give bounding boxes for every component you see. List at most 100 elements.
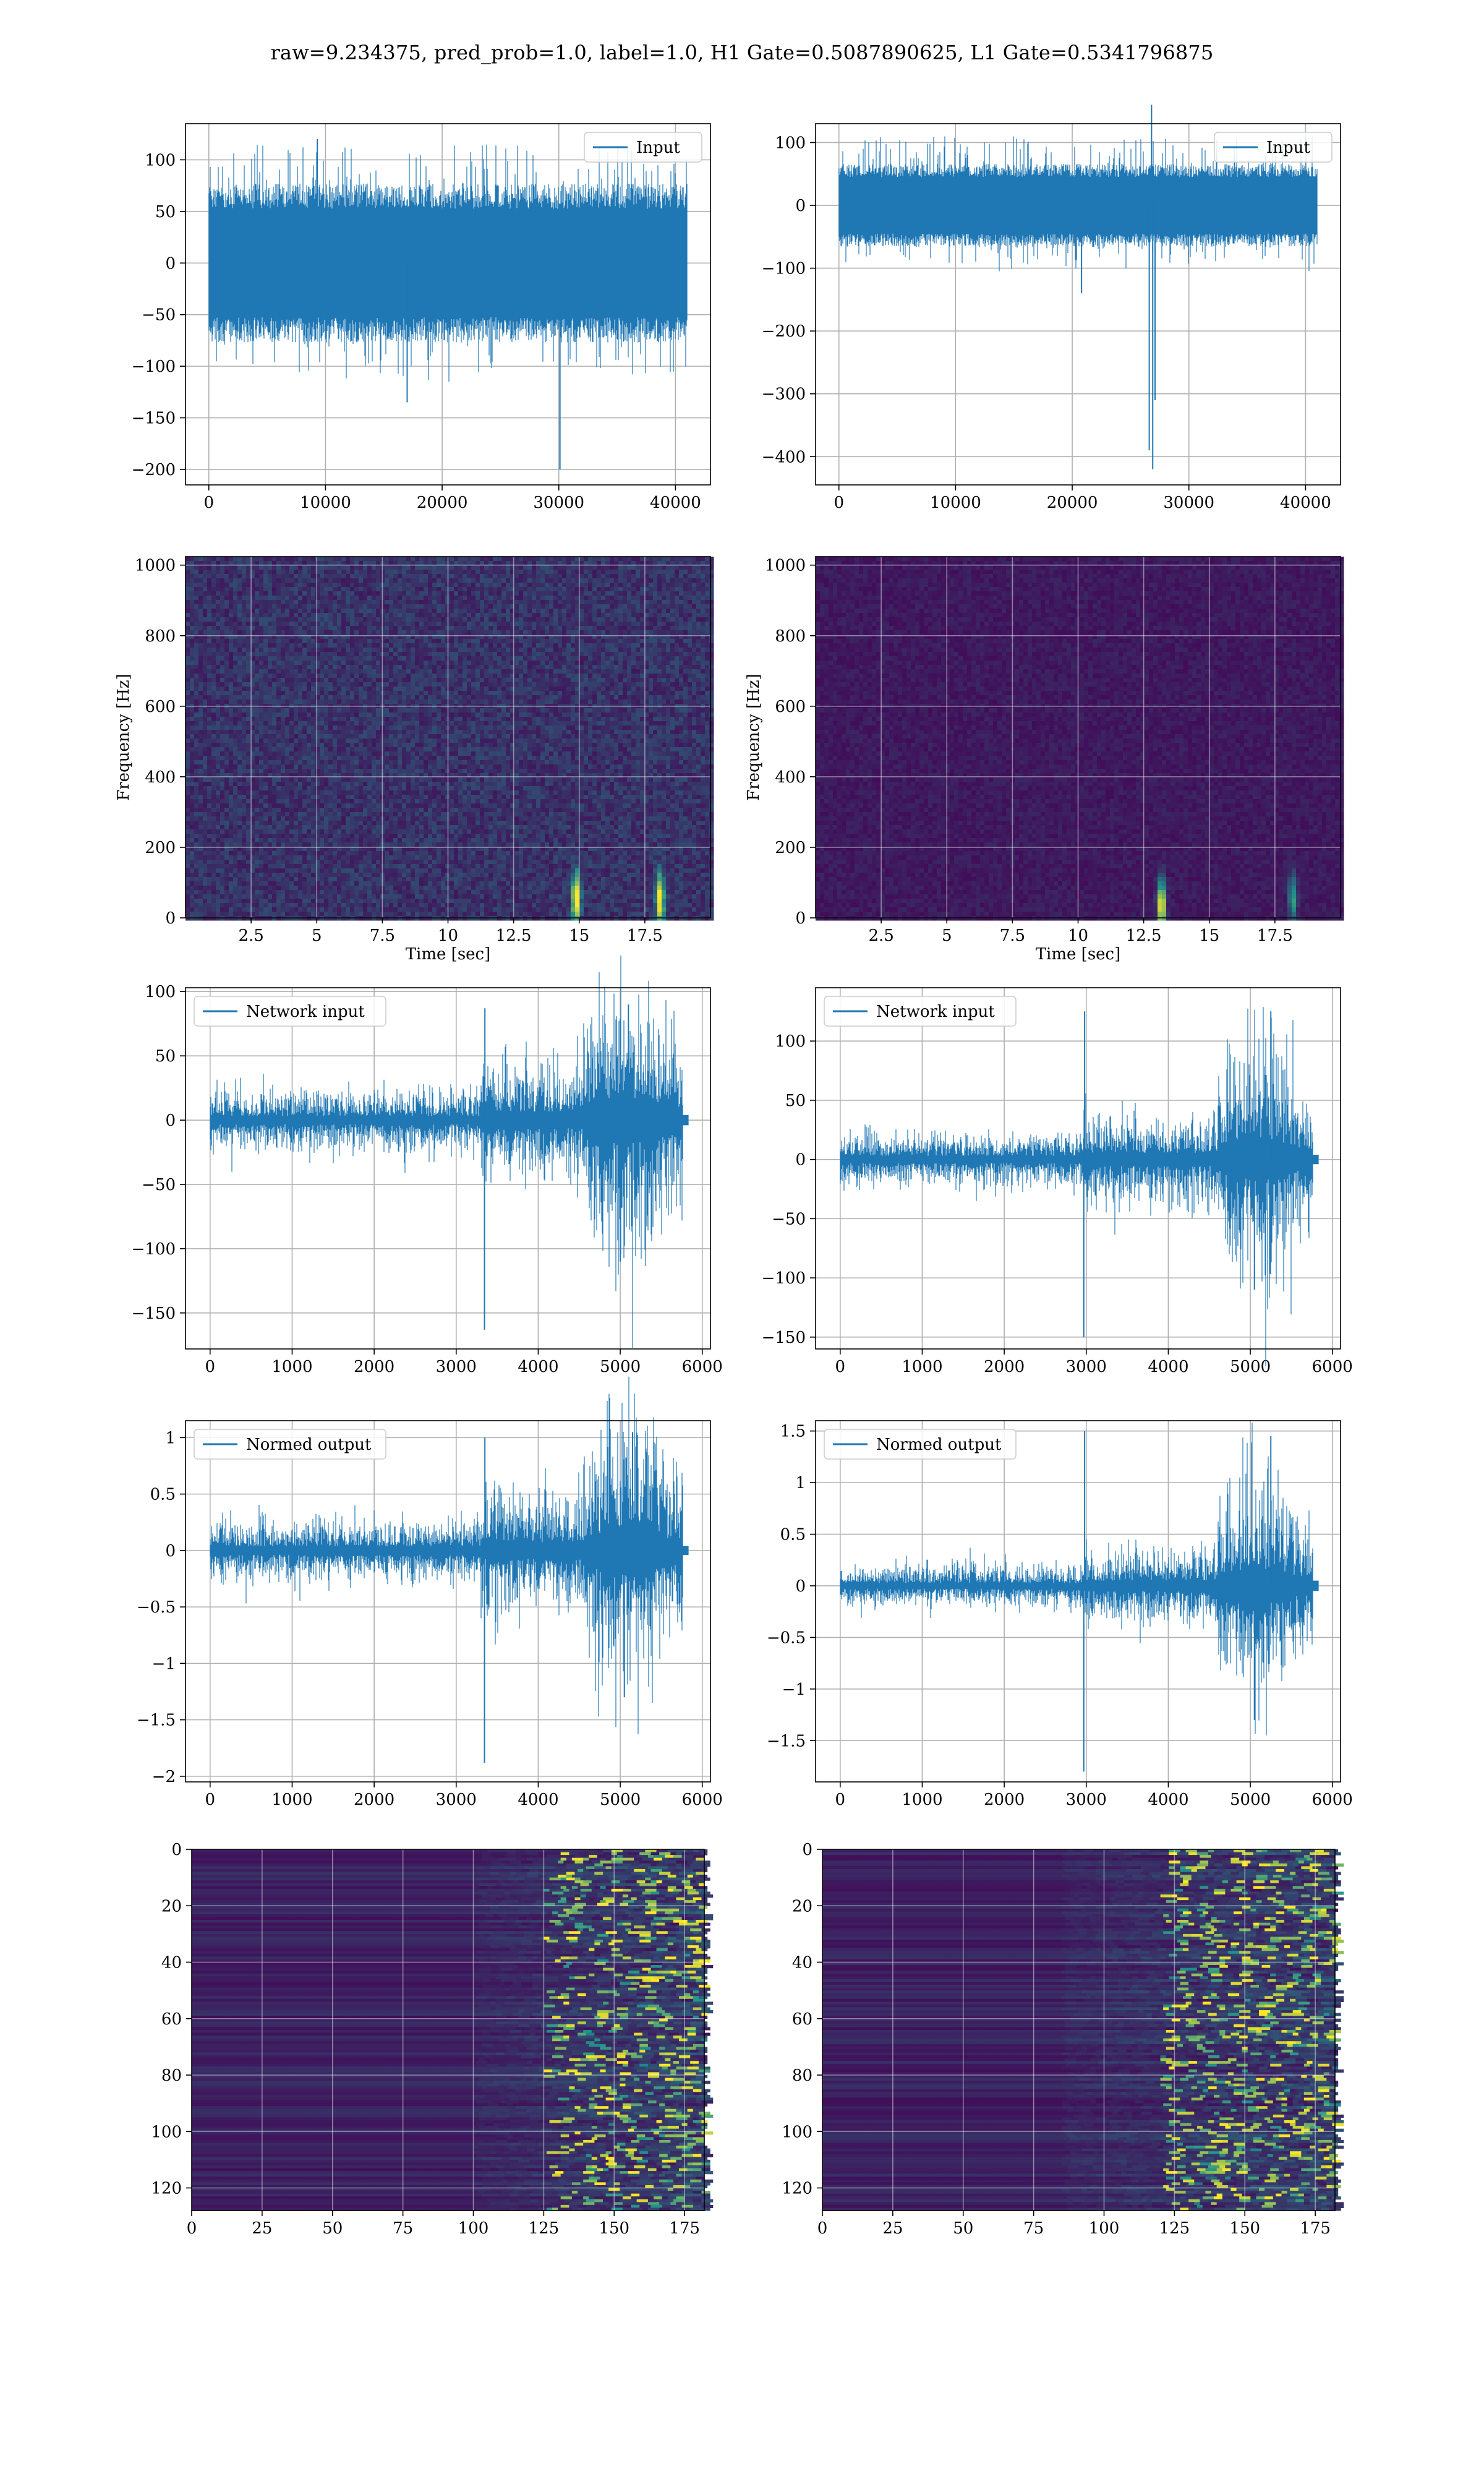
- x-tick-label: 5: [942, 927, 952, 945]
- x-tick-label: 30000: [1163, 494, 1214, 512]
- x-tick-label: 125: [529, 2219, 560, 2238]
- x-tick-label: 3000: [1066, 1358, 1107, 1376]
- x-tick-label: 6000: [1312, 1791, 1353, 1809]
- y-tick-label: −200: [132, 461, 176, 479]
- x-tick-label: 0: [203, 494, 214, 512]
- y-tick-label: −50: [772, 1210, 806, 1228]
- y-tick-label: −100: [132, 1240, 176, 1259]
- y-tick-label: 1000: [765, 557, 806, 575]
- x-tick-label: 10: [438, 927, 458, 945]
- x-axis-label: Time [sec]: [406, 945, 491, 964]
- x-tick-label: 1000: [902, 1358, 942, 1376]
- y-tick-label: 200: [775, 839, 806, 857]
- x-tick-label: 50: [322, 2219, 343, 2238]
- x-tick-label: 0: [205, 1358, 216, 1376]
- y-tick-label: 0: [795, 1577, 806, 1596]
- x-tick-label: 12.5: [1126, 927, 1162, 945]
- l1-input-plot: 0 10000 20000 30000 40000−400−300−200−100010…: [762, 105, 1341, 512]
- x-tick-label: 17.5: [627, 927, 663, 945]
- y-tick-label: 80: [161, 2066, 182, 2085]
- y-tick-label: 60: [792, 2010, 812, 2029]
- y-axis-label: Frequency [Hz]: [744, 674, 763, 801]
- x-tick-label: 1000: [271, 1358, 312, 1376]
- y-tick-label: −1: [152, 1654, 176, 1673]
- x-tick-label: 3000: [1066, 1791, 1107, 1809]
- x-tick-label: 6000: [682, 1358, 723, 1376]
- y-tick-label: 100: [775, 1032, 806, 1051]
- x-tick-label: 100: [1089, 2219, 1120, 2238]
- x-tick-label: 0: [835, 1791, 846, 1809]
- y-tick-label: 40: [161, 1954, 182, 1972]
- legend: Normed output: [824, 1429, 1016, 1459]
- x-tick-label: 10: [1068, 927, 1088, 945]
- x-tick-label: 75: [393, 2219, 413, 2238]
- y-tick-label: −1.5: [767, 1732, 806, 1750]
- y-tick-label: 40: [792, 1954, 812, 1972]
- x-tick-label: 7.5: [370, 927, 395, 945]
- y-tick-label: −1.5: [137, 1711, 176, 1730]
- x-tick-label: 2000: [354, 1791, 394, 1809]
- legend: Input: [584, 132, 702, 162]
- y-tick-label: 600: [145, 698, 176, 716]
- y-tick-label: 0: [795, 1151, 806, 1170]
- y-tick-label: 0: [165, 909, 176, 928]
- y-tick-label: −1: [782, 1680, 806, 1699]
- y-tick-label: 60: [161, 2010, 182, 2029]
- h1-input-plot: 0 10000 20000 30000 40000−200−150−100−500501…: [132, 124, 710, 512]
- x-tick-label: 20000: [1047, 494, 1098, 512]
- x-tick-label: 100: [458, 2219, 489, 2238]
- y-tick-label: 600: [775, 698, 806, 716]
- y-tick-label: 120: [151, 2180, 182, 2198]
- x-tick-label: 5: [312, 927, 322, 945]
- y-tick-label: 20: [161, 1897, 182, 1915]
- x-tick-label: 25: [252, 2219, 272, 2238]
- y-axis-label: Frequency [Hz]: [114, 674, 133, 801]
- x-tick-label: 150: [599, 2219, 629, 2238]
- l1-network-input-plot: 0 1000 2000 3000 4000 5000 6000−150−100−500501…: [762, 988, 1353, 1376]
- y-tick-label: 0: [165, 254, 176, 273]
- y-tick-label: −0.5: [137, 1598, 176, 1617]
- x-tick-label: 12.5: [496, 927, 532, 945]
- l1-spectrogram-plot: 2.5 5 7.5 10 12.5 15 17.502004006008001000Freq…: [744, 557, 1344, 964]
- y-tick-label: 100: [775, 134, 806, 152]
- legend: Network input: [194, 996, 386, 1026]
- x-tick-label: 7.5: [1000, 927, 1025, 945]
- x-tick-label: 20000: [417, 494, 468, 512]
- y-tick-label: −150: [132, 1304, 176, 1323]
- y-tick-label: 200: [145, 839, 176, 857]
- y-tick-label: −100: [762, 260, 806, 278]
- y-tick-label: −100: [132, 357, 176, 376]
- x-tick-label: 40000: [1280, 494, 1331, 512]
- y-tick-label: 100: [145, 983, 176, 1001]
- y-tick-label: −150: [762, 1329, 806, 1347]
- heatmap-cells: [822, 1849, 1344, 2211]
- x-tick-label: 6000: [1312, 1358, 1353, 1376]
- x-tick-label: 50: [953, 2219, 973, 2238]
- x-tick-label: 175: [1300, 2219, 1331, 2238]
- legend: Network input: [824, 996, 1016, 1026]
- y-tick-label: 1.5: [780, 1423, 806, 1441]
- y-tick-label: −300: [762, 385, 806, 404]
- y-tick-label: −50: [142, 1176, 176, 1194]
- x-tick-label: 2.5: [868, 927, 893, 945]
- y-tick-label: 1000: [135, 557, 176, 575]
- x-tick-label: 30000: [533, 494, 584, 512]
- h1-spectrogram-plot: 2.5 5 7.5 10 12.5 15 17.502004006008001000Freq…: [114, 557, 714, 964]
- x-tick-label: 175: [669, 2219, 700, 2238]
- y-tick-label: 0: [165, 1111, 176, 1130]
- x-tick-label: 0: [834, 494, 844, 512]
- y-tick-label: −0.5: [767, 1629, 806, 1647]
- y-tick-label: 0.5: [780, 1526, 806, 1544]
- heatmap-cells: [186, 557, 714, 921]
- h1-normed-output-plot: 0 1000 2000 3000 4000 5000 6000−2−1.5−1−0.500.…: [137, 1377, 723, 1809]
- y-tick-label: −50: [142, 306, 176, 325]
- y-tick-label: 100: [145, 151, 176, 169]
- x-tick-label: 0: [187, 2219, 197, 2238]
- x-tick-label: 15: [569, 927, 589, 945]
- x-tick-label: 0: [835, 1358, 846, 1376]
- y-tick-label: 0: [165, 1542, 176, 1560]
- y-tick-label: 50: [785, 1092, 806, 1110]
- x-tick-label: 4000: [518, 1791, 558, 1809]
- legend-label: Input: [636, 139, 680, 157]
